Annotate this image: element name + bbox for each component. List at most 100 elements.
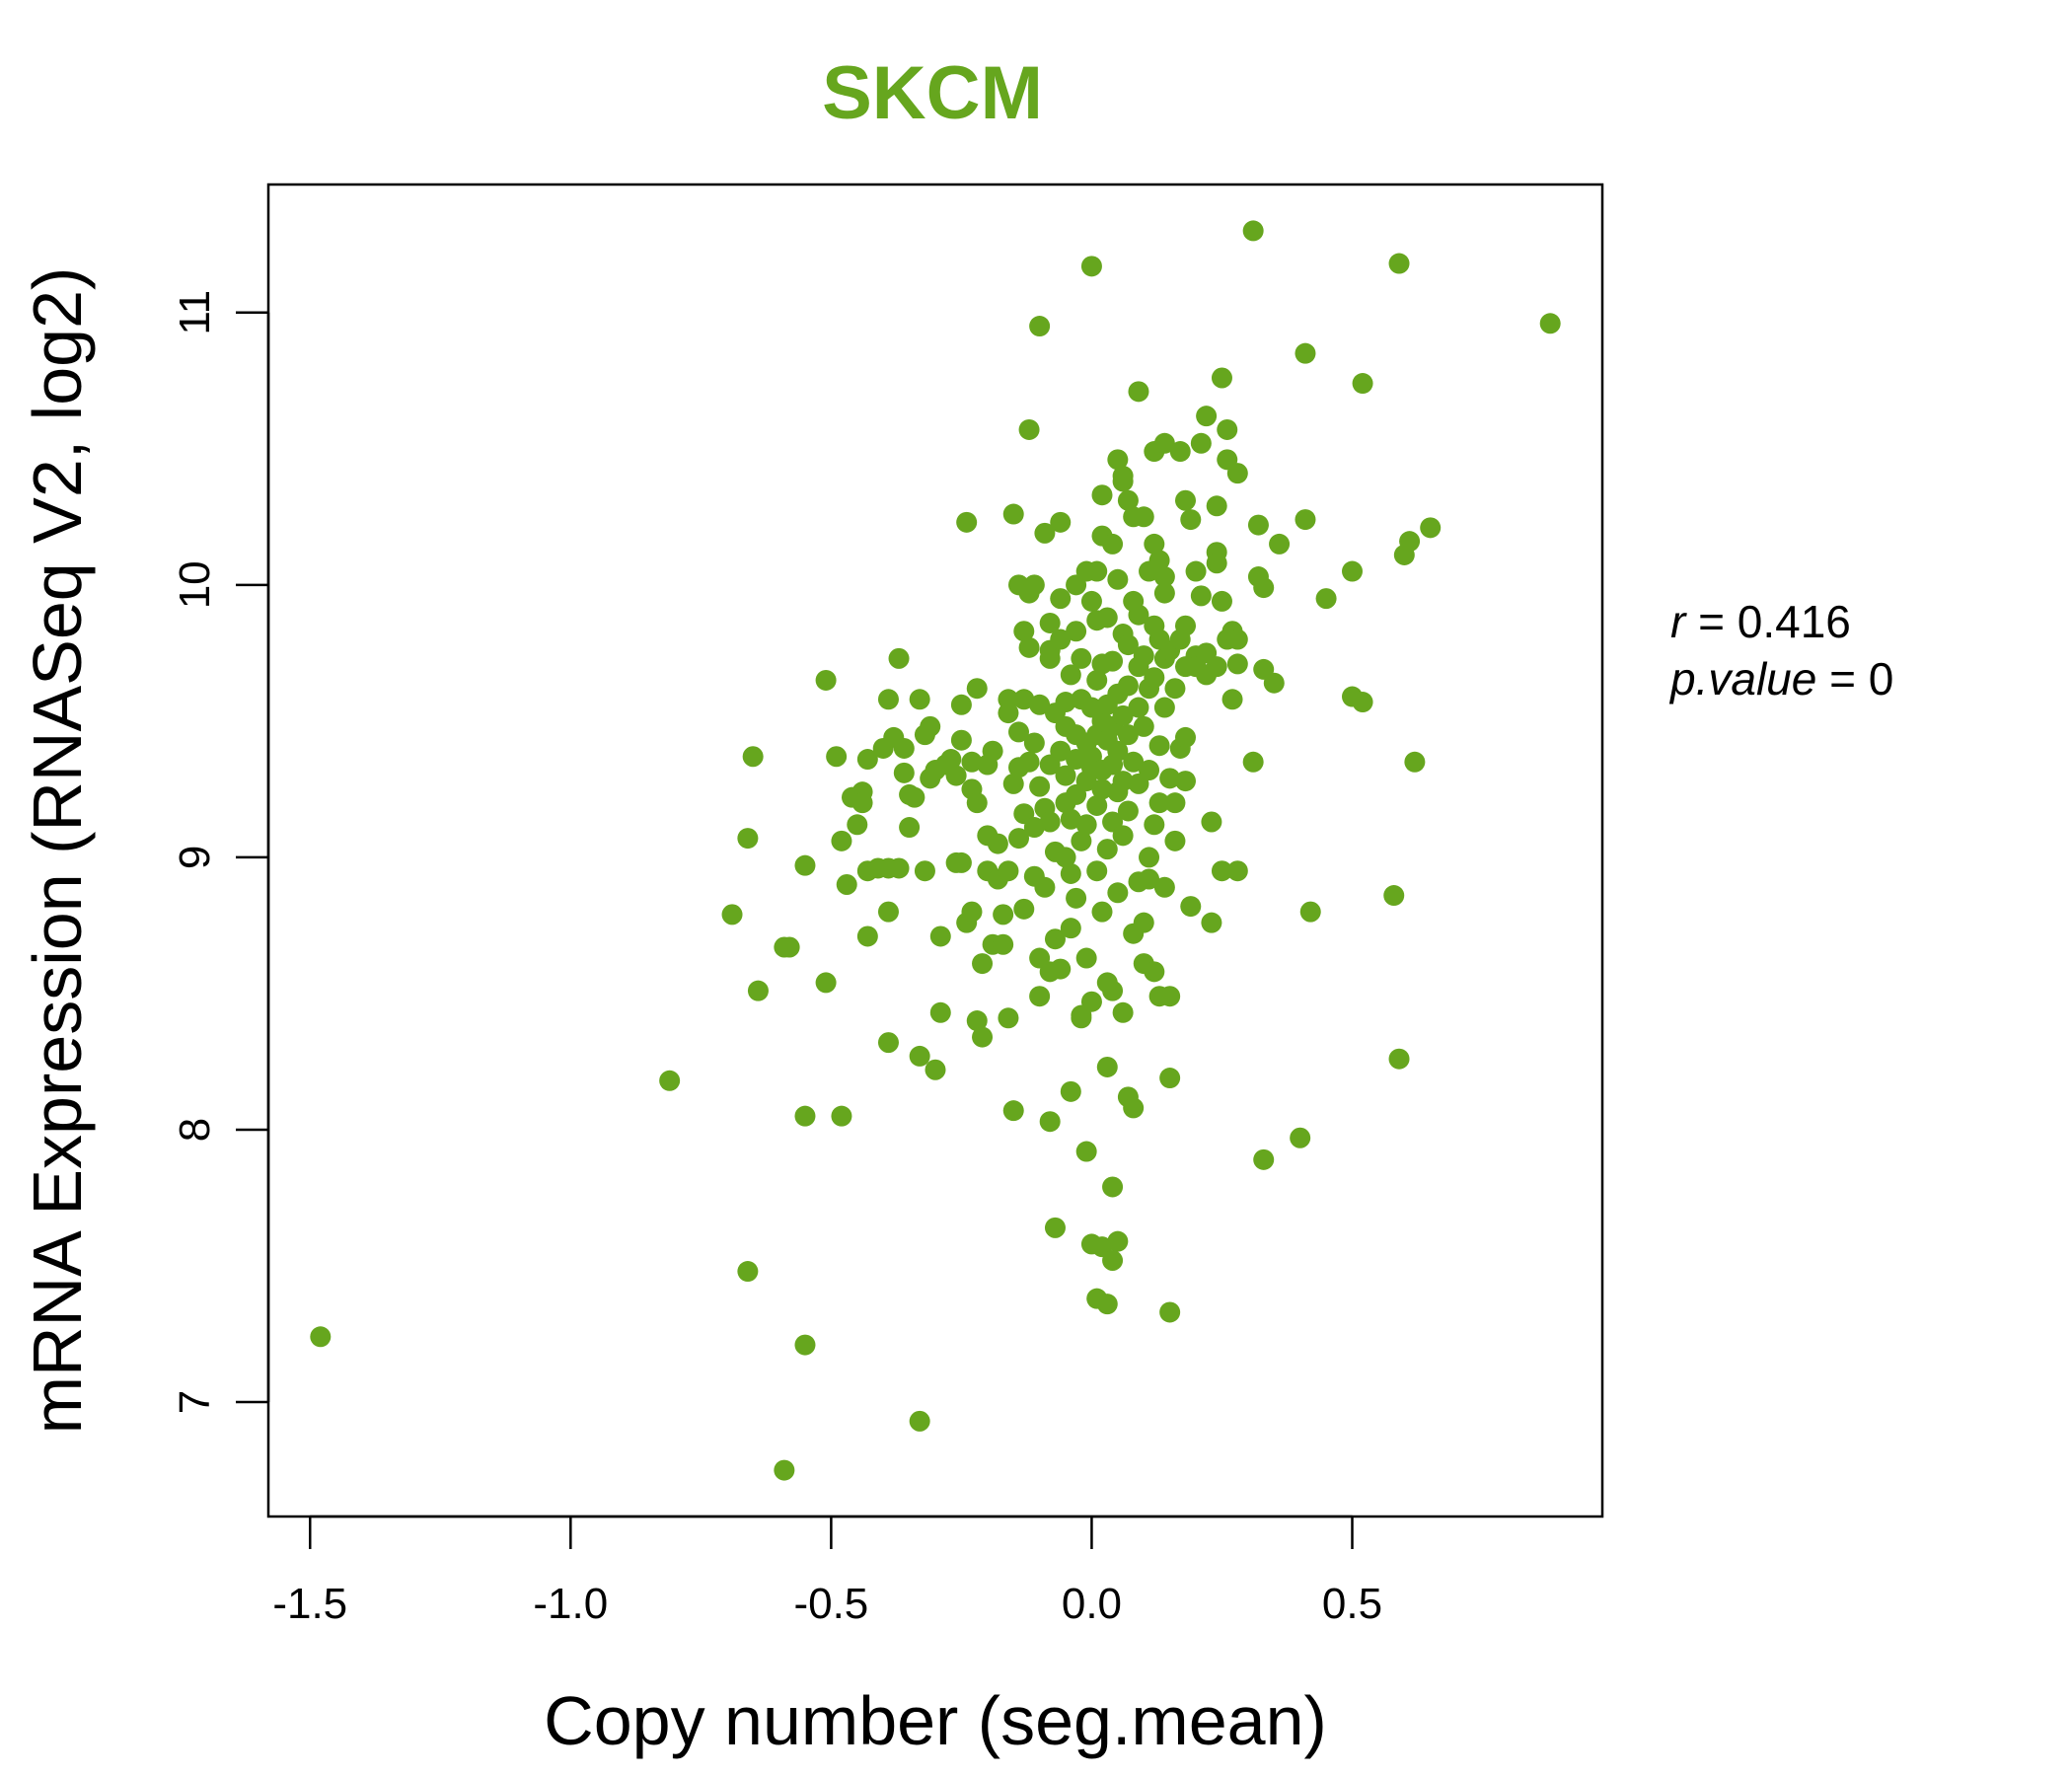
y-axis-label: mRNA Expression (RNASeq V2, log2) bbox=[19, 267, 96, 1435]
y-tick-label: 7 bbox=[171, 1390, 219, 1414]
data-point bbox=[1060, 664, 1081, 686]
data-point bbox=[1107, 568, 1129, 590]
data-point bbox=[1420, 517, 1442, 539]
data-point bbox=[1144, 533, 1165, 555]
data-point bbox=[1102, 1249, 1124, 1271]
data-point bbox=[737, 1261, 759, 1283]
data-point bbox=[972, 1026, 994, 1048]
data-point bbox=[815, 972, 837, 994]
data-point bbox=[778, 936, 800, 958]
data-point bbox=[1002, 773, 1024, 794]
data-points bbox=[310, 220, 1561, 1481]
data-point bbox=[1080, 991, 1102, 1012]
r-label: r bbox=[1670, 596, 1687, 647]
x-tick-label: 0.0 bbox=[1062, 1580, 1122, 1628]
data-point bbox=[1133, 506, 1154, 528]
data-point bbox=[1044, 928, 1066, 950]
data-point bbox=[950, 694, 972, 715]
data-point bbox=[1096, 607, 1118, 629]
p-label: p.value bbox=[1668, 653, 1816, 704]
data-point bbox=[966, 678, 988, 700]
x-tick-label: -0.5 bbox=[793, 1580, 868, 1628]
data-point bbox=[904, 786, 925, 808]
data-point bbox=[1315, 588, 1337, 610]
data-point bbox=[1263, 672, 1285, 694]
data-point bbox=[961, 751, 983, 773]
data-point bbox=[1055, 692, 1076, 713]
data-point bbox=[1123, 751, 1145, 773]
data-point bbox=[1091, 778, 1113, 800]
data-point bbox=[987, 833, 1008, 854]
data-point bbox=[1096, 1056, 1118, 1077]
data-point bbox=[1086, 794, 1108, 816]
data-point bbox=[1153, 697, 1175, 718]
data-point bbox=[856, 925, 878, 947]
data-point bbox=[1153, 432, 1175, 454]
data-point bbox=[1102, 533, 1124, 555]
data-point bbox=[1144, 667, 1165, 689]
data-point bbox=[1175, 726, 1196, 748]
data-point bbox=[966, 792, 988, 814]
data-point bbox=[961, 901, 983, 923]
data-point bbox=[1128, 604, 1149, 626]
data-point bbox=[909, 689, 930, 710]
r-equals: = bbox=[1685, 596, 1737, 647]
data-point bbox=[920, 715, 941, 737]
data-point bbox=[1159, 986, 1181, 1007]
data-point bbox=[1128, 697, 1149, 718]
data-point bbox=[1290, 1127, 1311, 1148]
data-point bbox=[737, 828, 759, 850]
data-point bbox=[1008, 721, 1029, 743]
data-point bbox=[1206, 553, 1227, 574]
data-point bbox=[794, 854, 816, 876]
data-point bbox=[1066, 621, 1087, 642]
data-point bbox=[1112, 771, 1134, 792]
data-point bbox=[1196, 406, 1218, 427]
data-point bbox=[929, 1001, 951, 1023]
data-point bbox=[877, 1032, 899, 1054]
data-point bbox=[1388, 253, 1410, 274]
data-point bbox=[1148, 735, 1170, 757]
data-point bbox=[1034, 876, 1056, 898]
data-point bbox=[831, 830, 852, 851]
data-point bbox=[721, 904, 743, 925]
data-point bbox=[1217, 418, 1238, 440]
data-point bbox=[815, 669, 837, 691]
data-point bbox=[1153, 566, 1175, 588]
data-point bbox=[1066, 749, 1087, 771]
data-point bbox=[1102, 1176, 1124, 1198]
data-point bbox=[1055, 765, 1076, 786]
data-point bbox=[1086, 860, 1108, 882]
data-point bbox=[1050, 740, 1072, 762]
data-point bbox=[1013, 689, 1035, 710]
data-point bbox=[972, 953, 994, 975]
data-point bbox=[888, 857, 910, 879]
data-point bbox=[1023, 817, 1045, 839]
data-point bbox=[1008, 828, 1029, 850]
data-point bbox=[1159, 768, 1181, 789]
data-point bbox=[1029, 986, 1051, 1007]
data-point bbox=[794, 1105, 816, 1127]
p-stat: p.value = 0 bbox=[1668, 653, 1893, 704]
p-equals: = bbox=[1816, 653, 1868, 704]
data-point bbox=[1112, 471, 1134, 492]
data-point bbox=[1002, 1100, 1024, 1122]
data-point bbox=[1399, 531, 1421, 553]
data-point bbox=[909, 1410, 930, 1432]
data-point bbox=[1071, 1007, 1092, 1029]
data-point bbox=[909, 1045, 930, 1067]
data-point bbox=[1133, 912, 1154, 933]
chart-title: SKCM bbox=[822, 51, 1043, 135]
data-point bbox=[1139, 760, 1160, 781]
data-point bbox=[1060, 862, 1081, 884]
data-point bbox=[1211, 860, 1232, 882]
data-point bbox=[998, 1007, 1019, 1029]
data-point bbox=[831, 1105, 852, 1127]
data-point bbox=[1060, 918, 1081, 939]
data-point bbox=[1180, 896, 1202, 918]
data-point bbox=[1144, 814, 1165, 836]
data-point bbox=[1164, 792, 1186, 814]
data-point bbox=[1128, 381, 1149, 403]
data-point bbox=[1023, 574, 1045, 596]
data-point bbox=[1144, 961, 1165, 983]
